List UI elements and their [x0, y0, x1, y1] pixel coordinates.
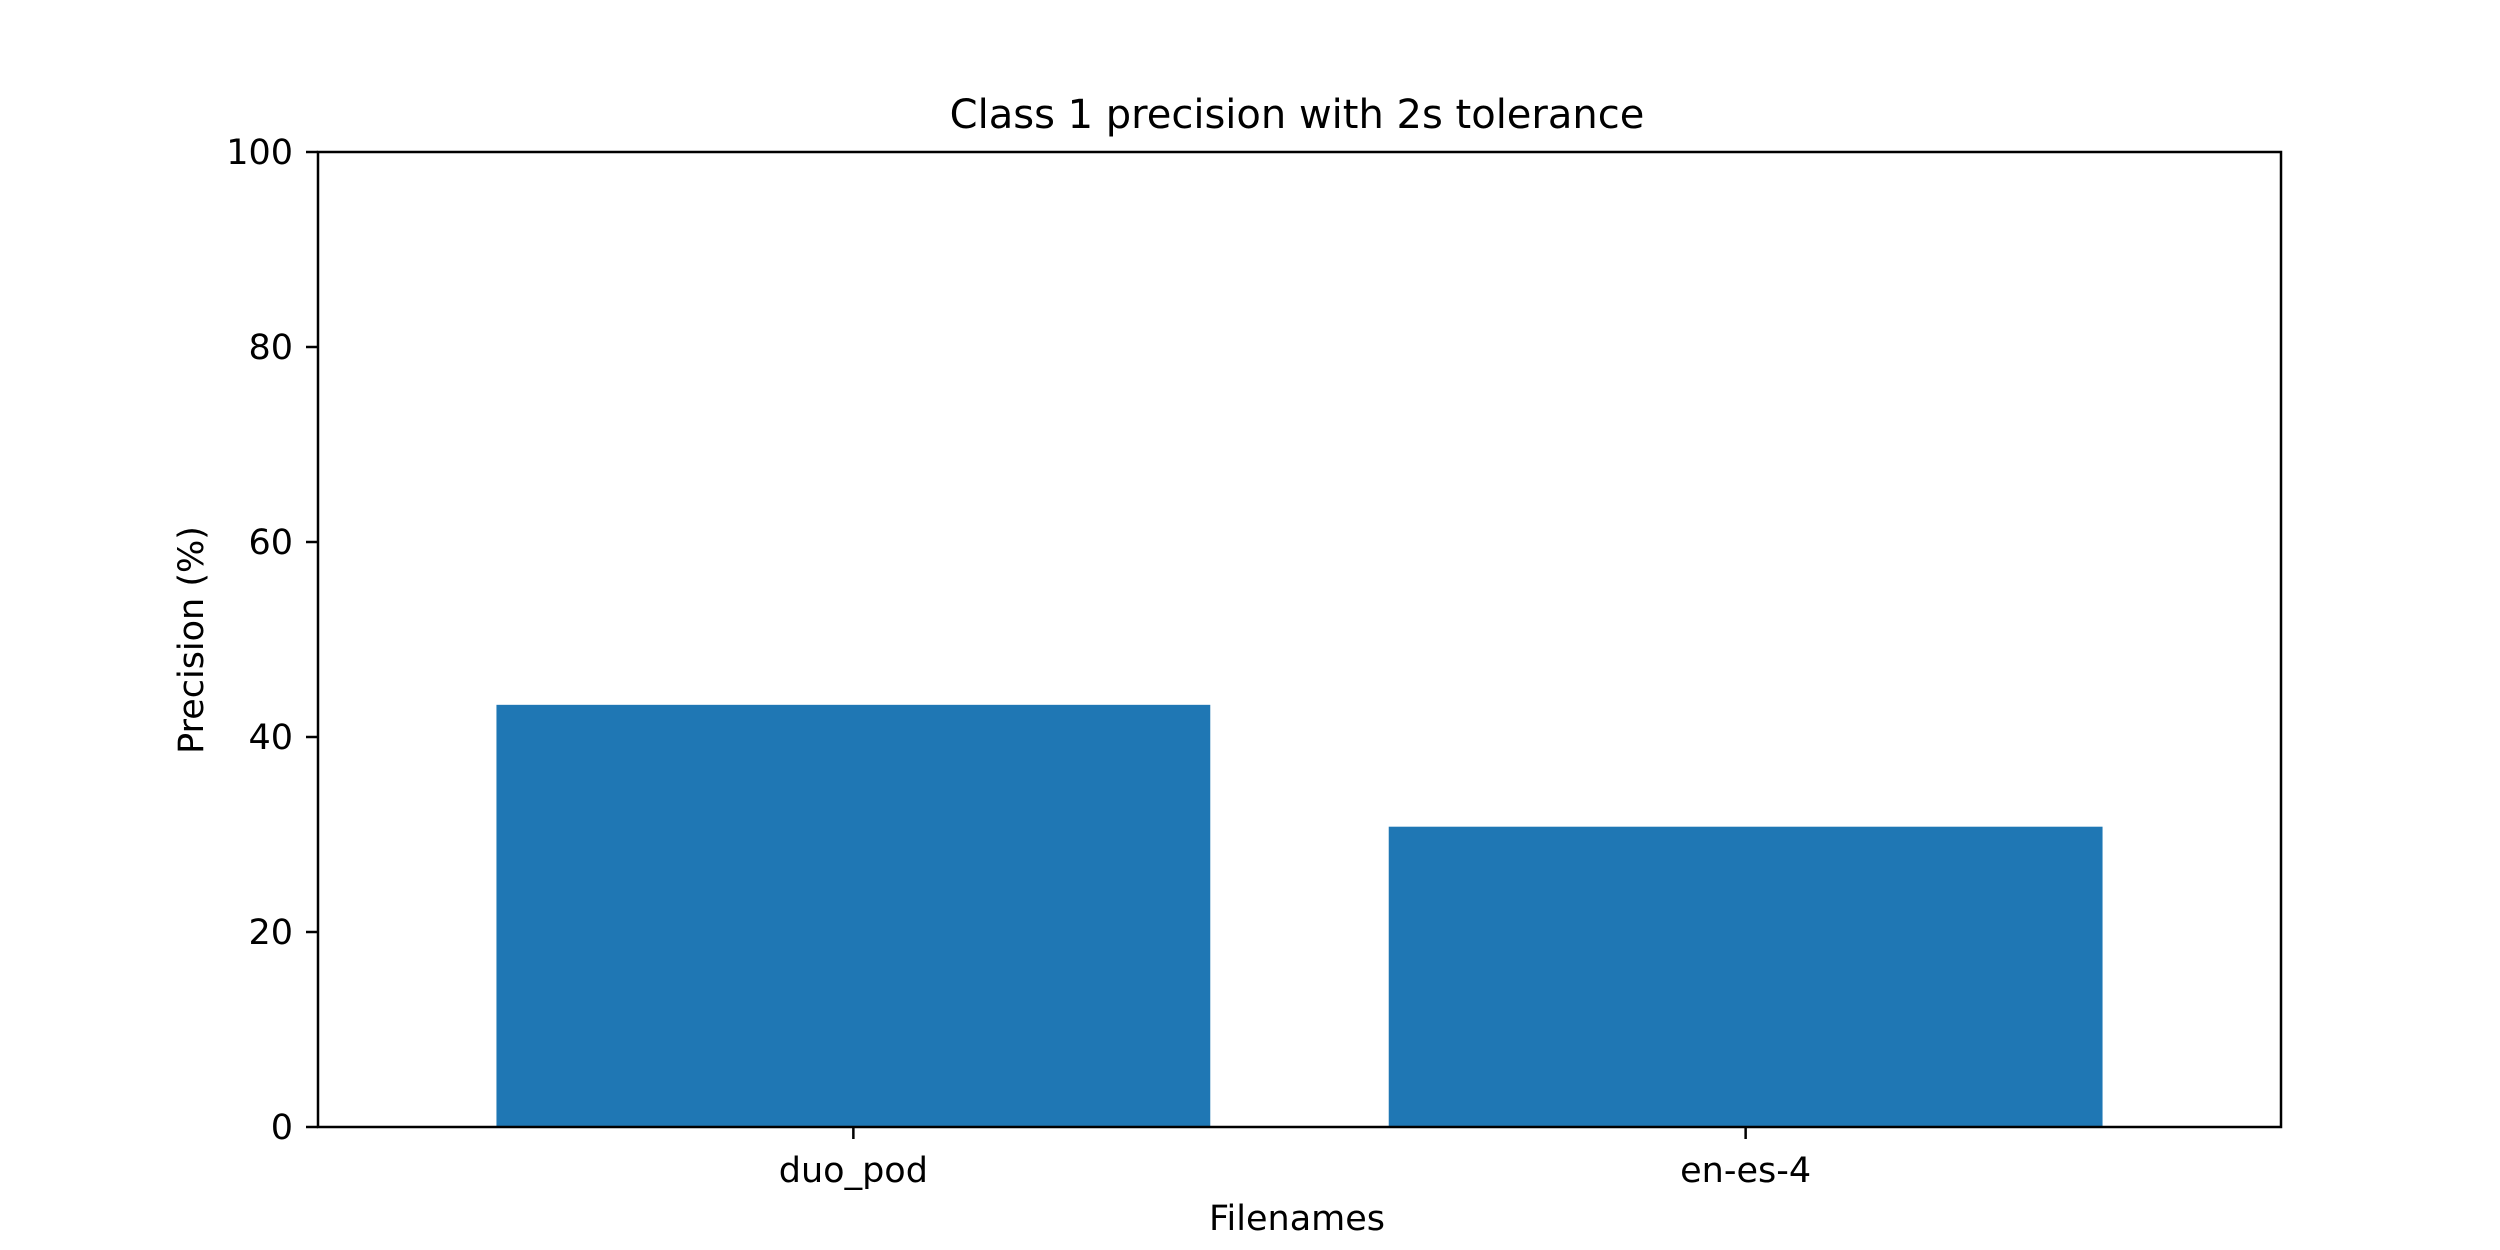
y-tick-label: 80: [248, 328, 293, 368]
bar-duo_pod: [496, 704, 1211, 1127]
y-tick-label: 60: [248, 523, 293, 563]
y-tick-label: 40: [248, 718, 293, 758]
x-axis-ticks: duo_pod en-es-4: [779, 1127, 1811, 1191]
y-axis-label: Precision (%): [172, 526, 212, 754]
y-tick-label: 20: [248, 913, 293, 953]
y-tick-label: 0: [271, 1108, 293, 1148]
bar-en-es-4: [1388, 826, 2103, 1127]
x-tick-label: en-es-4: [1680, 1151, 1811, 1191]
y-tick-label: 100: [226, 133, 293, 173]
y-axis-ticks: 0 20 40 60 80 100: [226, 133, 318, 1148]
x-axis-label: Filenames: [1209, 1199, 1385, 1239]
chart-title: Class 1 precision with 2s tolerance: [950, 92, 1645, 138]
bars-group: [496, 704, 2103, 1127]
plot-area-frame: [316, 150, 2283, 1129]
x-tick-label: duo_pod: [779, 1151, 928, 1191]
